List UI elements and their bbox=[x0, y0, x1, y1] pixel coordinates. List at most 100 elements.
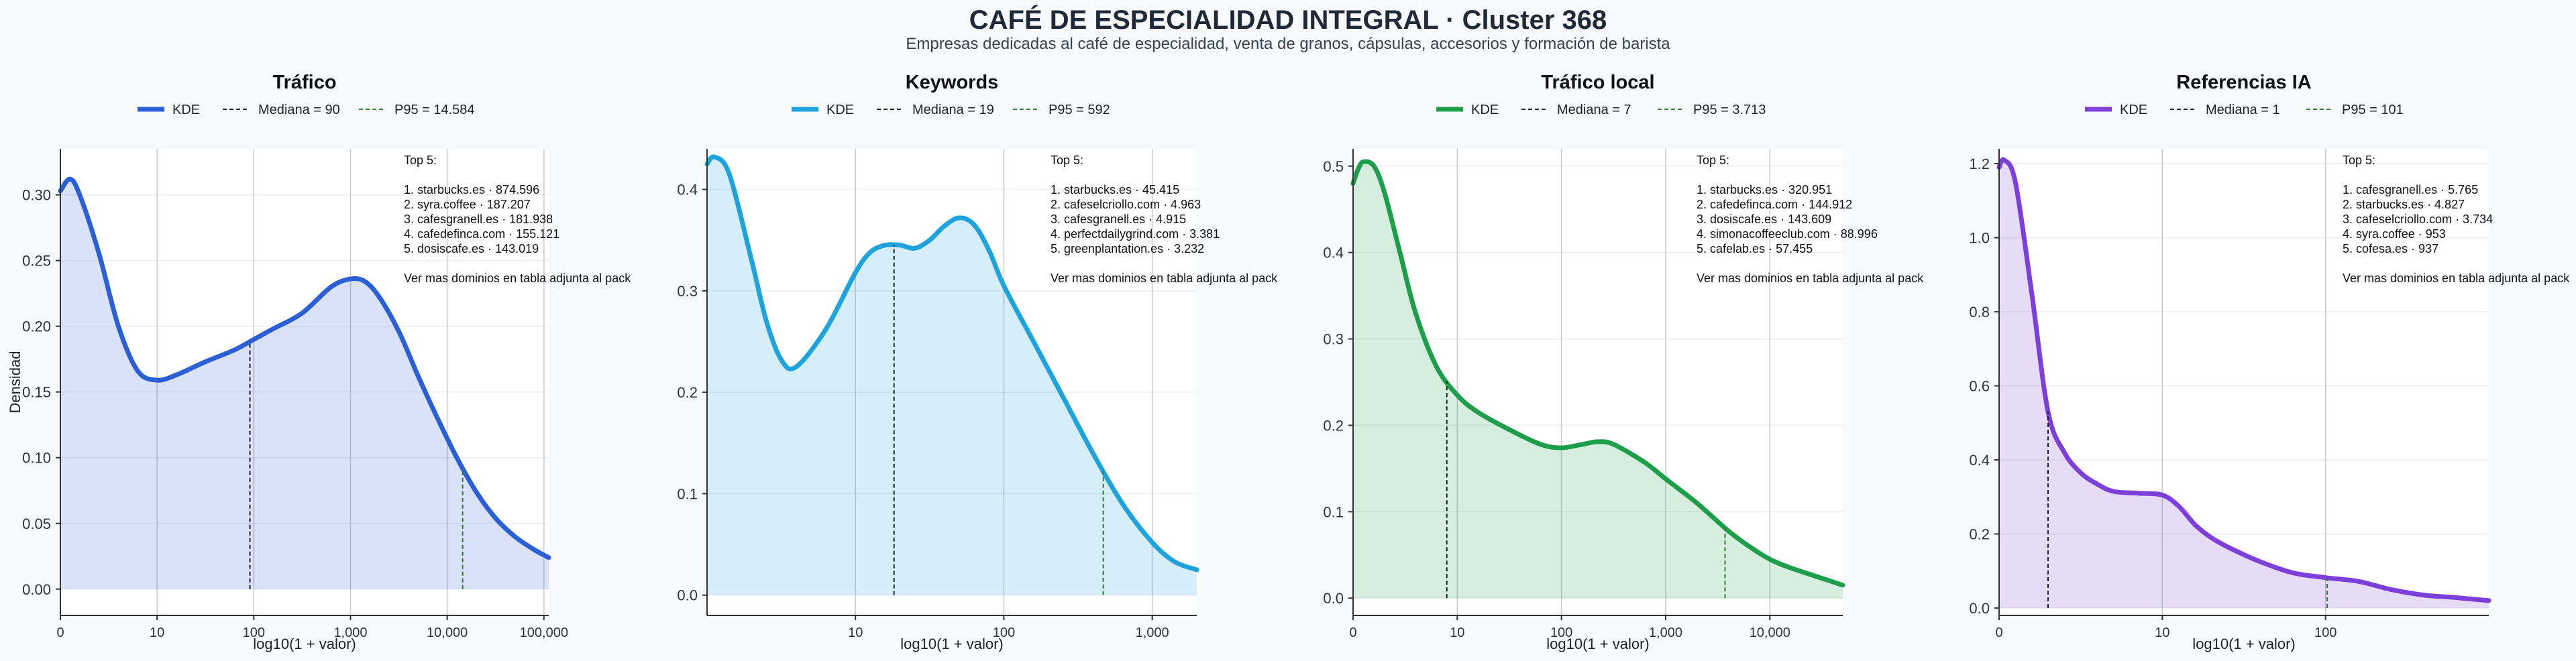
y-tick-label: 0.3 bbox=[1323, 331, 1344, 348]
top5-line: 1. starbucks.es · 45.415 bbox=[1051, 183, 1179, 196]
top5-line: Ver mas dominios en tabla adjunta al pac… bbox=[1051, 272, 1278, 285]
y-tick-label: 1.2 bbox=[1969, 156, 1990, 172]
plot-background bbox=[60, 149, 549, 615]
top5-line: Ver mas dominios en tabla adjunta al pac… bbox=[2343, 272, 2570, 285]
x-tick-label: 100 bbox=[1550, 625, 1572, 640]
x-axis-label: log10(1 + valor) bbox=[2192, 636, 2295, 652]
y-axis-label: Densidad bbox=[7, 351, 23, 414]
plot-background bbox=[1999, 149, 2489, 615]
legend-kde-label: KDE bbox=[172, 103, 200, 117]
top5-line: 2. starbucks.es · 4.827 bbox=[2343, 198, 2465, 211]
y-tick-label: 0.20 bbox=[22, 318, 51, 335]
x-tick-label: 10 bbox=[848, 625, 863, 640]
y-tick-label: 0.0 bbox=[677, 587, 698, 604]
kde-area bbox=[707, 156, 1197, 595]
y-tick-label: 0.2 bbox=[1323, 417, 1344, 434]
kde-area bbox=[1999, 159, 2489, 608]
top5-heading: Top 5: bbox=[2343, 154, 2375, 167]
top5-line: 1. starbucks.es · 874.596 bbox=[404, 183, 539, 196]
x-tick-label: 10 bbox=[150, 625, 164, 640]
top5-line: 4. simonacoffeeclub.com · 88.996 bbox=[1697, 227, 1878, 241]
top5-line: 5. cafelab.es · 57.455 bbox=[1697, 242, 1813, 255]
y-tick-label: 0.1 bbox=[1323, 503, 1344, 520]
y-tick-label: 0.25 bbox=[22, 253, 51, 269]
legend-p95-label: P95 = 592 bbox=[1049, 103, 1110, 117]
chart-panel-2: 0.0 0.1 0.2 0.3 0.4 10 100 1,000 log10(1 + valor… bbox=[677, 72, 1278, 652]
x-axis-label: log10(1 + valor) bbox=[1546, 636, 1649, 652]
kde-area bbox=[60, 179, 549, 589]
x-tick-label: 1,000 bbox=[1136, 625, 1169, 640]
legend-p95-label: P95 = 3.713 bbox=[1693, 103, 1766, 117]
top5-line: 2. cafeselcriollo.com · 4.963 bbox=[1051, 198, 1201, 211]
top5-line: 3. cafesgranell.es · 181.938 bbox=[404, 213, 553, 226]
top5-line: 3. cafesgranell.es · 4.915 bbox=[1051, 213, 1186, 226]
legend-median-label: Mediana = 1 bbox=[2206, 103, 2280, 117]
y-tick-label: 0.6 bbox=[1969, 378, 1990, 395]
legend-p95-label: P95 = 101 bbox=[2342, 103, 2404, 117]
top5-line: 2. syra.coffee · 187.207 bbox=[404, 198, 531, 211]
top5-line: 5. greenplantation.es · 3.232 bbox=[1051, 242, 1204, 255]
top5-line: 4. cafedefinca.com · 155.121 bbox=[404, 227, 559, 241]
x-tick-label: 100 bbox=[2314, 625, 2337, 640]
top5-line: 1. starbucks.es · 320.951 bbox=[1697, 183, 1832, 196]
plot-background bbox=[1353, 149, 1843, 615]
x-tick-label: 100 bbox=[993, 625, 1015, 640]
kde-line bbox=[58, 176, 551, 560]
chart-panel-3: 0.0 0.1 0.2 0.3 0.4 0.5 0 10 100 1,000 10,000 log10… bbox=[1323, 72, 1924, 652]
y-tick-label: 0.10 bbox=[22, 450, 51, 467]
x-tick-label: 100 bbox=[243, 625, 265, 640]
x-tick-label: 100,000 bbox=[520, 625, 568, 640]
kde-line bbox=[1996, 157, 2491, 603]
x-tick-label: 10,000 bbox=[427, 625, 468, 640]
legend-p95-label: P95 = 14.584 bbox=[394, 103, 475, 117]
y-tick-label: 1.0 bbox=[1969, 230, 1990, 247]
x-axis-label: log10(1 + valor) bbox=[253, 636, 356, 652]
chart-title: Referencias IA bbox=[2176, 72, 2312, 93]
chart-panel-4: 0.0 0.2 0.4 0.6 0.8 1.0 1.2 0 10 100 log10(1 + val… bbox=[1969, 72, 2570, 652]
top5-line: 1. cafesgranell.es · 5.765 bbox=[2343, 183, 2478, 196]
y-tick-label: 0.15 bbox=[22, 384, 51, 401]
y-tick-label: 0.5 bbox=[1323, 158, 1344, 175]
y-tick-label: 0.4 bbox=[677, 182, 698, 198]
legend-median-label: Mediana = 90 bbox=[258, 103, 340, 117]
x-axis-label: log10(1 + valor) bbox=[900, 636, 1003, 652]
legend-median-label: Mediana = 19 bbox=[912, 103, 994, 117]
chart-panel-1: 0.00 0.05 0.10 0.15 0.20 0.25 0.30 0 10 100 1,000 1… bbox=[7, 72, 631, 652]
legend-kde-label: KDE bbox=[2120, 103, 2147, 117]
x-tick-label: 0 bbox=[1349, 625, 1356, 640]
top5-line: 2. cafedefinca.com · 144.912 bbox=[1697, 198, 1852, 211]
x-tick-label: 0 bbox=[1995, 625, 2002, 640]
kde-area bbox=[1353, 162, 1843, 599]
legend-median-label: Mediana = 7 bbox=[1557, 103, 1631, 117]
top5-heading: Top 5: bbox=[404, 154, 437, 167]
y-tick-label: 0.0 bbox=[1969, 600, 1990, 617]
y-tick-label: 0.3 bbox=[677, 283, 698, 300]
x-tick-label: 0 bbox=[56, 625, 64, 640]
chart-title: Keywords bbox=[906, 72, 999, 93]
y-tick-label: 0.30 bbox=[22, 187, 51, 204]
x-tick-label: 1,000 bbox=[1649, 625, 1682, 640]
top5-line: 5. dosiscafe.es · 143.019 bbox=[404, 242, 539, 255]
x-tick-label: 10 bbox=[1450, 625, 1464, 640]
y-tick-label: 0.2 bbox=[677, 384, 698, 401]
y-tick-label: 0.8 bbox=[1969, 304, 1990, 320]
y-tick-label: 0.1 bbox=[677, 485, 698, 502]
plot-background bbox=[707, 149, 1197, 615]
y-tick-label: 0.0 bbox=[1323, 590, 1344, 607]
y-tick-label: 0.2 bbox=[1969, 526, 1990, 542]
top5-line: Ver mas dominios en tabla adjunta al pac… bbox=[1697, 272, 1924, 285]
y-tick-label: 0.05 bbox=[22, 516, 51, 532]
y-tick-label: 0.00 bbox=[22, 581, 51, 598]
top5-line: 3. dosiscafe.es · 143.609 bbox=[1697, 213, 1831, 226]
x-tick-label: 1,000 bbox=[333, 625, 367, 640]
chart-title: Tráfico local bbox=[1541, 72, 1654, 93]
top5-line: 5. cofesa.es · 937 bbox=[2343, 242, 2438, 255]
y-tick-label: 0.4 bbox=[1323, 245, 1344, 261]
kde-line bbox=[704, 154, 1199, 573]
y-tick-label: 0.4 bbox=[1969, 452, 1990, 469]
page-title: CAFÉ DE ESPECIALIDAD INTEGRAL · Cluster … bbox=[969, 5, 1607, 35]
page-subtitle: Empresas dedicadas al café de especialid… bbox=[906, 35, 1670, 53]
x-tick-label: 10,000 bbox=[1750, 625, 1790, 640]
top5-heading: Top 5: bbox=[1051, 154, 1083, 167]
top5-heading: Top 5: bbox=[1697, 154, 1729, 167]
